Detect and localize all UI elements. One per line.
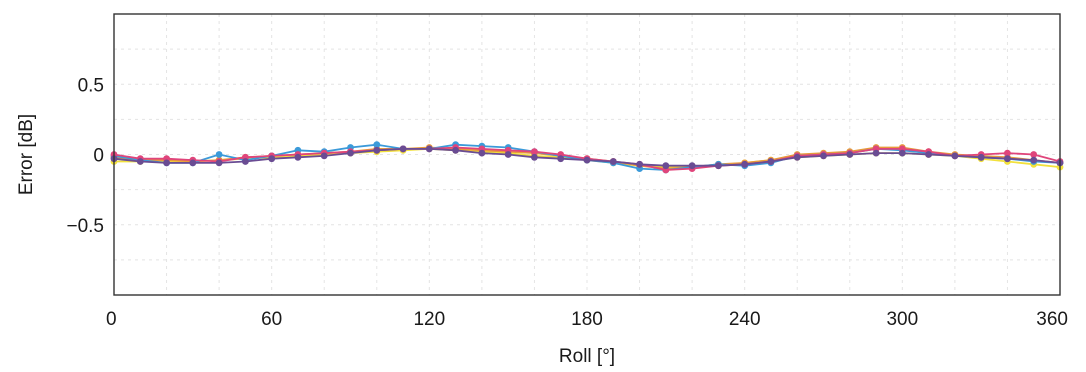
data-point [531,148,538,156]
data-point [163,159,171,167]
data-point [1004,155,1011,163]
y-tick-label: 0.5 [78,75,104,96]
data-point [557,155,565,163]
data-point [242,158,249,165]
data-point [531,153,538,161]
data-point [452,146,459,154]
data-point [925,151,932,158]
data-point [373,146,381,154]
data-point [399,145,407,153]
series-group [110,141,1064,174]
data-point [872,149,880,157]
data-point [268,155,276,163]
data-point [136,158,144,165]
data-point [215,159,223,167]
data-point [504,151,512,158]
tick-labels: 0 60 120 180 240 300 360 0.5 0 −0.5 [66,75,1068,330]
data-point [951,152,959,160]
data-point [741,160,749,168]
data-point [662,162,670,170]
data-point [688,162,696,170]
x-tick-label: 300 [886,309,918,330]
data-point [215,151,223,158]
data-point [793,153,801,161]
data-point [767,158,775,165]
data-point [820,152,827,160]
data-point [977,153,985,161]
data-point [898,149,906,157]
data-point [846,151,854,158]
x-tick-label: 0 [106,309,117,330]
x-tick-label: 120 [413,309,445,330]
data-point [609,158,617,165]
series-5 [110,145,1064,170]
data-point [583,156,591,164]
plot-frame [113,13,1061,296]
data-point [715,162,722,170]
x-tick-label: 180 [571,309,603,330]
data-point [1004,149,1011,157]
data-point [636,160,643,168]
data-point [189,159,197,167]
y-tick-label: 0 [93,146,104,167]
y-tick-label: −0.5 [66,216,104,237]
data-point [320,152,328,160]
data-point [294,153,302,161]
y-axis-label: Error [dB] [16,114,37,195]
x-axis-label: Roll [°] [559,346,615,367]
x-tick-label: 240 [729,309,761,330]
x-tick-label: 360 [1036,309,1068,330]
data-point [1030,156,1038,164]
data-point [1030,151,1038,158]
data-point [347,149,354,157]
data-point [478,149,486,157]
data-point [425,145,433,153]
data-point [373,141,381,149]
x-tick-label: 60 [261,309,282,330]
